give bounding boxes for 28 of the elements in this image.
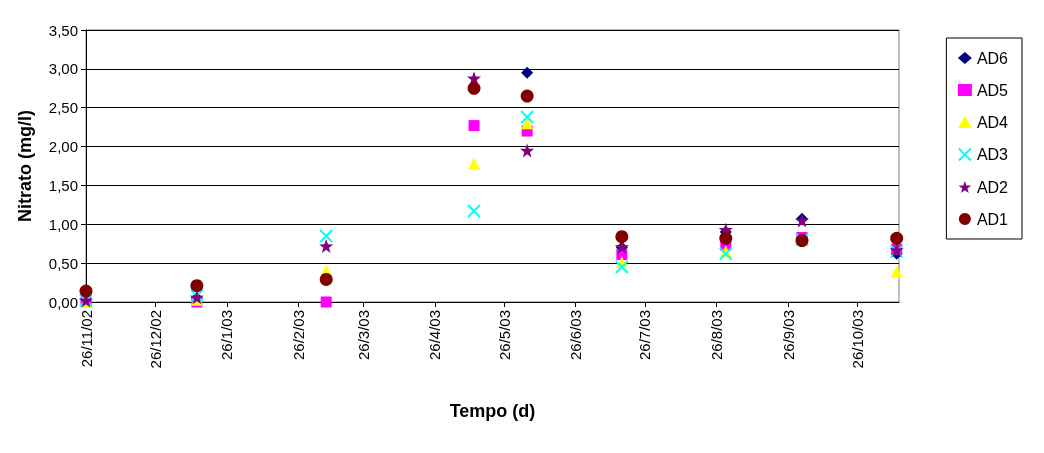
legend-label: AD4 bbox=[976, 113, 1009, 131]
x-axis-title: Tempo (d) bbox=[449, 401, 536, 421]
y-tick-label: 3,00 bbox=[48, 60, 78, 78]
x-tick-label: 26/12/02 bbox=[146, 310, 164, 369]
x-tick-label: 26/9/03 bbox=[779, 310, 797, 361]
legend-label: AD1 bbox=[976, 210, 1009, 228]
x-tick-label: 26/7/03 bbox=[636, 310, 654, 361]
x-tick-label: 26/5/03 bbox=[495, 310, 513, 361]
x-tick-label: 26/3/03 bbox=[354, 310, 372, 361]
y-tick-label: 1,00 bbox=[48, 215, 78, 233]
x-tick-label: 26/4/03 bbox=[426, 310, 444, 361]
legend-label: AD2 bbox=[976, 178, 1009, 196]
legend-label: AD3 bbox=[976, 146, 1009, 163]
y-tick-label: 2,00 bbox=[48, 138, 78, 156]
y-tick-label: 3,50 bbox=[48, 21, 78, 39]
x-tick-label: 26/6/03 bbox=[567, 310, 585, 361]
y-axis-title: Nitrato (mg/l) bbox=[15, 110, 35, 222]
legend-label: AD5 bbox=[976, 81, 1009, 99]
y-tick-label: 0,50 bbox=[48, 254, 78, 272]
y-tick-label: 2,50 bbox=[48, 99, 78, 117]
y-tick-label: 0,00 bbox=[48, 293, 78, 311]
x-tick-label: 26/10/03 bbox=[848, 310, 866, 369]
x-tick-label: 26/1/03 bbox=[218, 310, 236, 361]
x-tick-label: 26/11/02 bbox=[77, 310, 95, 368]
x-tick-label: 26/8/03 bbox=[708, 310, 726, 361]
y-tick-label: 1,50 bbox=[48, 176, 78, 194]
x-tick-label: 26/2/03 bbox=[289, 310, 307, 361]
legend-label: AD6 bbox=[976, 49, 1009, 67]
